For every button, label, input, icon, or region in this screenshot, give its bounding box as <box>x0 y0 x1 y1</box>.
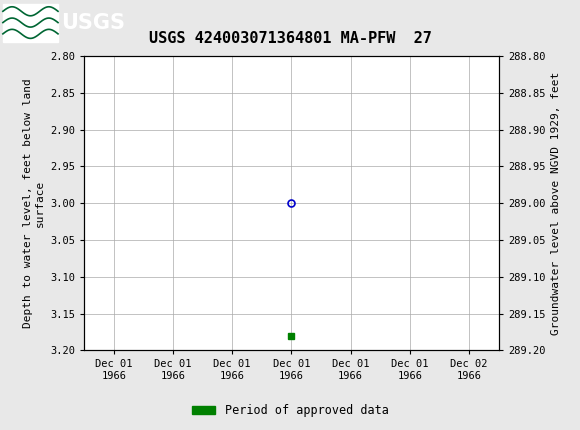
Y-axis label: Groundwater level above NGVD 1929, feet: Groundwater level above NGVD 1929, feet <box>551 71 561 335</box>
Text: USGS: USGS <box>61 12 125 33</box>
Y-axis label: Depth to water level, feet below land
surface: Depth to water level, feet below land su… <box>23 78 45 328</box>
Text: USGS 424003071364801 MA-PFW  27: USGS 424003071364801 MA-PFW 27 <box>148 31 432 46</box>
FancyBboxPatch shape <box>3 3 58 42</box>
Legend: Period of approved data: Period of approved data <box>187 399 393 422</box>
